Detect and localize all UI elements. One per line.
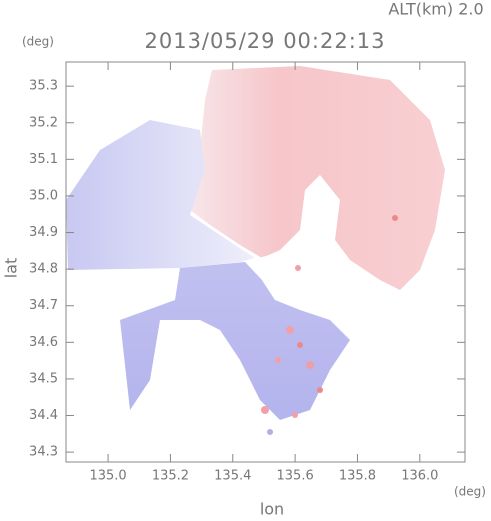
y-tick-label: 34.8 (29, 262, 58, 277)
x-tick-label: 135.4 (214, 469, 251, 484)
y-tick-label: 34.7 (29, 298, 58, 313)
y-tick-label: 34.9 (29, 225, 58, 240)
x-tick-label: 135.0 (89, 469, 126, 484)
y-unit: (deg) (22, 35, 54, 49)
x-tick-label: 136.0 (401, 469, 438, 484)
y-tick-label: 35.0 (29, 188, 58, 203)
x-axis-label: lon (260, 500, 284, 519)
y-tick-label: 34.4 (29, 408, 58, 423)
y-tick-label: 34.6 (29, 335, 58, 350)
x-tick-label: 135.2 (152, 469, 189, 484)
chart-title: 2013/05/29 00:22:13 (144, 29, 385, 53)
altitude-label: ALT(km) 2.0 (388, 0, 483, 19)
y-axis-label: lat (2, 258, 21, 279)
plot-frame (65, 61, 466, 463)
x-unit: (deg) (454, 485, 486, 499)
radar-field (66, 66, 445, 435)
y-tick-label: 35.2 (29, 115, 58, 130)
y-tick-label: 35.1 (29, 152, 58, 167)
y-tick-label: 34.3 (29, 445, 58, 460)
y-tick-label: 35.3 (29, 79, 58, 94)
y-tick-label: 34.5 (29, 371, 58, 386)
x-tick-label: 135.6 (277, 469, 314, 484)
x-tick-label: 135.8 (339, 469, 376, 484)
